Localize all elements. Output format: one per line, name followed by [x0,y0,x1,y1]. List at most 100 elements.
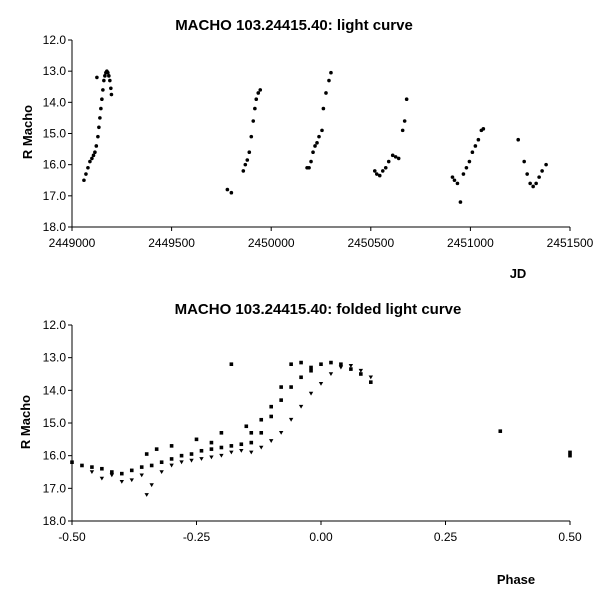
y-tick-label: 12.0 [43,318,67,332]
data-point [159,460,164,464]
data-point [219,445,224,450]
y-tick-label: 14.0 [43,383,67,397]
data-point [97,125,101,130]
y-tick-label: 14.0 [43,95,67,109]
data-point [461,172,466,176]
data-point [179,460,184,465]
data-point [109,92,114,97]
chart-title: MACHO 103.24415.40: folded light curve [175,301,462,318]
data-point [239,448,244,453]
data-point [531,184,535,189]
y-tick-label: 17.0 [43,481,67,495]
data-point [349,367,353,371]
y-tick-label: 17.0 [43,189,67,203]
data-point [315,141,319,145]
data-point [383,165,388,170]
data-point [91,153,96,158]
data-point [458,200,463,204]
data-point [318,382,324,386]
data-point [259,431,264,435]
data-point [199,457,204,461]
data-point [100,466,104,471]
data-point [313,144,317,148]
data-point [259,445,264,450]
data-point [144,493,149,497]
x-tick-label: 2451000 [447,236,494,250]
data-point [103,74,107,78]
data-point [249,450,254,455]
data-point [309,368,313,373]
data-point [219,453,224,458]
data-point [329,360,333,365]
x-axis-label: JD [510,266,527,281]
data-point [404,97,409,102]
x-tick-label: 2449500 [148,236,195,250]
data-point [189,458,194,463]
data-point [568,453,572,458]
data-point [89,470,95,474]
y-tick-label: 18.0 [43,514,67,528]
data-point [299,360,303,365]
data-point [317,134,321,139]
data-point [309,365,313,370]
data-point [540,169,544,173]
data-point [101,88,105,92]
data-point [219,431,224,435]
data-point [386,159,391,164]
light-curve-chart: MACHO 103.24415.40: light curve R Macho … [20,17,594,281]
data-point [298,404,304,409]
data-point [256,91,261,95]
y-axis-label: R Macho [18,395,33,449]
data-point [258,88,263,92]
data-point [377,173,382,178]
data-point [107,74,111,78]
data-point [90,156,94,161]
data-point [288,417,294,422]
data-point [289,362,293,366]
data-point [119,480,124,484]
data-point [159,470,164,474]
data-point [247,150,252,154]
data-point [189,452,194,456]
data-point [390,153,395,158]
data-point [149,463,154,468]
data-point [393,155,398,159]
data-point [476,137,481,142]
data-point [209,455,214,460]
data-point [537,175,541,179]
data-point [169,463,174,468]
data-point [102,78,106,83]
data-point [94,144,99,148]
data-point [129,468,134,473]
data-point [254,97,259,102]
data-point [209,440,214,445]
data-points [82,69,548,204]
data-point [144,452,149,456]
data-point [229,362,234,366]
data-point [194,437,199,442]
data-point [328,372,334,376]
data-point [98,116,102,120]
data-point [241,169,246,173]
data-point [348,364,354,368]
y-tick-label: 16.0 [43,158,67,172]
data-point [324,91,328,95]
chart-title: MACHO 103.24415.40: light curve [175,17,413,34]
data-point [269,404,273,409]
data-point [96,134,100,139]
data-point [358,368,364,373]
data-point [309,159,313,164]
y-tick-label: 13.0 [43,64,67,78]
data-point [84,172,88,176]
data-point [522,159,526,164]
y-axis-label: R Macho [20,105,35,159]
data-point [327,78,331,83]
data-point [320,128,324,133]
data-point [329,70,333,75]
data-point [372,169,377,173]
x-tick-label: 2450000 [248,236,295,250]
data-point [470,150,475,154]
data-point [244,424,249,429]
data-point [525,172,529,176]
